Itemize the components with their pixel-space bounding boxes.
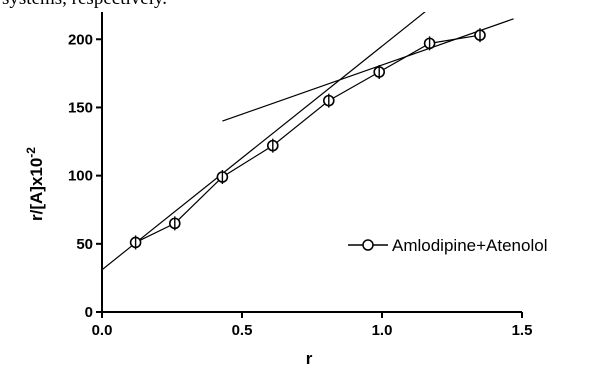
data-point — [423, 36, 436, 51]
legend-label: Amlodipine+Atenolol — [392, 236, 547, 255]
series-line — [135, 34, 481, 243]
y-tick-label: 50 — [76, 236, 93, 253]
caption-fragment: systems, respectively. — [0, 0, 601, 22]
x-tick-label: 0.5 — [232, 322, 253, 339]
data-point — [169, 216, 181, 231]
x-axis-title: r — [306, 349, 313, 368]
data-point — [373, 65, 386, 79]
data-point — [129, 235, 142, 250]
data-point — [216, 170, 229, 184]
legend-marker — [362, 239, 374, 251]
y-axis-title: r/[A]x10-2 — [24, 147, 46, 221]
y-axis-title-superscript: -2 — [24, 147, 38, 158]
data-point — [474, 28, 486, 43]
y-tick-label: 150 — [68, 99, 93, 116]
y-tick-label: 100 — [68, 168, 93, 185]
fit-line — [102, 12, 426, 271]
legend: Amlodipine+Atenolol — [348, 236, 547, 255]
y-axis-title-main: r/[A]x10 — [27, 158, 46, 221]
x-tick-label: 1.0 — [372, 322, 393, 339]
y-tick-label: 200 — [68, 31, 93, 48]
fit-line — [222, 18, 514, 122]
data-point — [266, 138, 279, 153]
data-point — [322, 93, 335, 108]
x-tick-label: 0.0 — [92, 322, 113, 339]
x-tick-label: 1.5 — [512, 322, 533, 339]
y-tick-label: 0 — [85, 304, 93, 321]
